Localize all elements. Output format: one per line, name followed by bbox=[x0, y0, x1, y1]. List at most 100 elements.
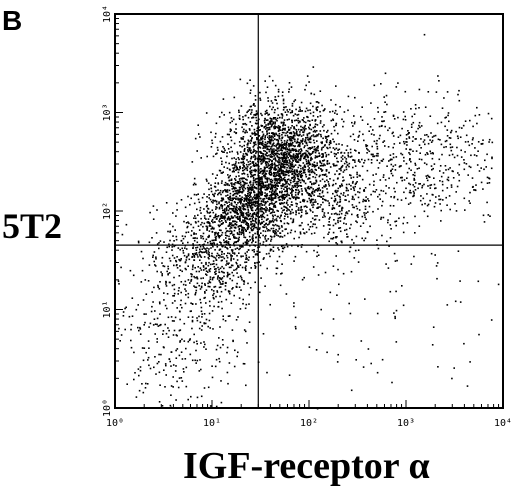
data-point bbox=[336, 203, 338, 206]
data-point bbox=[273, 211, 276, 213]
data-point bbox=[283, 246, 286, 249]
data-point bbox=[231, 204, 233, 206]
data-point bbox=[367, 158, 370, 161]
data-point bbox=[167, 273, 169, 276]
data-point bbox=[167, 265, 169, 268]
data-point bbox=[301, 278, 304, 281]
data-point bbox=[363, 162, 365, 164]
data-point bbox=[260, 168, 262, 170]
data-point bbox=[288, 159, 291, 162]
data-point bbox=[285, 194, 288, 196]
data-point bbox=[481, 143, 483, 145]
data-point bbox=[255, 214, 258, 217]
data-point bbox=[315, 180, 318, 183]
data-point bbox=[392, 174, 394, 177]
data-point bbox=[463, 342, 465, 345]
data-point bbox=[395, 224, 397, 227]
data-point bbox=[385, 192, 387, 195]
data-point bbox=[192, 253, 194, 255]
data-point bbox=[211, 218, 214, 221]
data-point bbox=[305, 137, 307, 139]
data-point bbox=[271, 190, 274, 192]
data-point bbox=[270, 200, 273, 202]
data-point bbox=[259, 236, 261, 239]
data-point bbox=[223, 166, 225, 168]
data-point bbox=[413, 171, 416, 174]
data-point bbox=[231, 288, 233, 290]
data-point bbox=[377, 247, 380, 250]
data-point bbox=[370, 153, 373, 156]
data-point bbox=[294, 191, 297, 194]
data-point bbox=[472, 125, 474, 128]
data-point bbox=[231, 150, 233, 153]
data-point bbox=[200, 256, 203, 258]
data-point bbox=[261, 158, 263, 161]
data-point bbox=[349, 148, 352, 151]
data-point bbox=[283, 205, 285, 208]
data-point bbox=[292, 135, 295, 137]
data-point bbox=[251, 206, 254, 209]
data-point bbox=[436, 262, 439, 264]
data-point bbox=[271, 124, 273, 127]
data-point bbox=[286, 207, 288, 210]
data-point bbox=[233, 269, 235, 271]
data-point bbox=[193, 217, 195, 219]
data-point bbox=[426, 179, 429, 182]
data-point bbox=[290, 127, 292, 129]
data-point bbox=[354, 121, 356, 123]
data-point bbox=[488, 141, 490, 143]
data-point bbox=[261, 131, 264, 133]
data-point bbox=[317, 116, 319, 118]
data-point bbox=[293, 178, 295, 181]
data-point bbox=[316, 109, 318, 111]
data-point bbox=[354, 193, 357, 196]
data-point bbox=[281, 115, 284, 117]
data-point bbox=[234, 163, 237, 165]
data-point bbox=[303, 180, 305, 183]
data-point bbox=[432, 194, 434, 196]
data-point bbox=[203, 387, 206, 389]
data-point bbox=[294, 173, 297, 175]
data-point bbox=[322, 137, 324, 140]
data-point bbox=[323, 198, 326, 201]
data-point bbox=[288, 194, 290, 197]
data-point bbox=[244, 197, 246, 200]
data-point bbox=[268, 197, 271, 199]
data-point bbox=[264, 188, 267, 191]
data-point bbox=[278, 163, 280, 166]
data-point bbox=[271, 153, 274, 155]
data-point bbox=[206, 226, 209, 229]
data-point bbox=[214, 182, 217, 184]
data-point bbox=[278, 174, 280, 176]
data-point bbox=[223, 211, 226, 214]
data-point bbox=[325, 154, 328, 156]
data-point bbox=[345, 186, 348, 189]
data-point bbox=[189, 310, 192, 313]
data-point bbox=[216, 290, 218, 292]
data-point bbox=[280, 214, 282, 217]
data-point bbox=[273, 166, 276, 169]
data-point bbox=[251, 218, 254, 220]
data-point bbox=[251, 249, 254, 252]
data-point bbox=[242, 169, 244, 172]
data-point bbox=[262, 153, 264, 155]
data-point bbox=[179, 341, 181, 343]
data-point bbox=[238, 114, 241, 117]
data-point bbox=[261, 182, 263, 185]
data-point bbox=[211, 220, 213, 222]
data-point bbox=[183, 371, 185, 373]
data-point bbox=[336, 361, 339, 363]
data-point bbox=[485, 166, 487, 168]
data-point bbox=[239, 195, 241, 197]
data-point bbox=[191, 316, 194, 318]
data-point bbox=[304, 124, 306, 127]
data-point bbox=[278, 255, 281, 258]
data-point bbox=[278, 225, 280, 228]
data-point bbox=[243, 149, 246, 151]
data-point bbox=[255, 180, 258, 183]
data-point bbox=[281, 136, 283, 139]
data-point bbox=[292, 211, 294, 214]
data-point bbox=[272, 153, 275, 156]
data-point bbox=[376, 139, 378, 142]
data-point bbox=[203, 208, 205, 210]
